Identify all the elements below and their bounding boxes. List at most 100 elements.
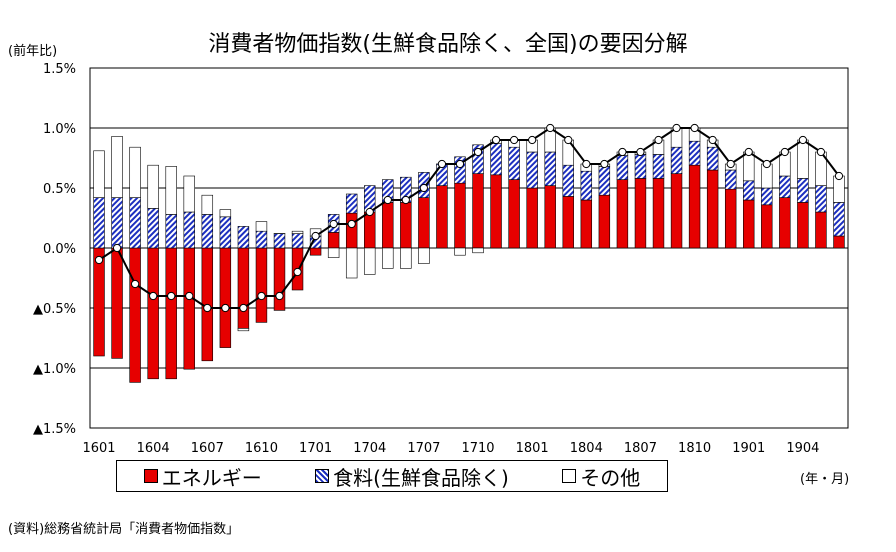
x-tick-label: 1704	[353, 441, 386, 456]
total-point	[798, 135, 807, 145]
energy-bar	[418, 197, 430, 249]
energy-bar	[400, 202, 412, 249]
other-bar	[93, 150, 105, 198]
energy-bar	[706, 169, 719, 249]
food-bar	[797, 178, 809, 203]
energy-bar	[273, 247, 286, 311]
total-point	[636, 147, 645, 157]
x-tick-label: 1810	[678, 441, 711, 456]
food-bar	[688, 140, 701, 166]
legend: エネルギー 食料(生鮮食品除く) その他	[116, 460, 668, 492]
total-point	[311, 231, 320, 241]
food-bar	[111, 197, 123, 249]
total-point	[834, 171, 844, 181]
other-bar	[291, 230, 304, 234]
total-point	[455, 159, 465, 169]
other-bar	[797, 139, 809, 179]
y-tick-label: ▲1.5%	[33, 422, 76, 437]
other-bar	[327, 247, 340, 258]
food-bar	[508, 146, 520, 180]
energy-bar	[183, 247, 195, 370]
energy-bar	[688, 164, 701, 249]
food-bar	[779, 175, 791, 198]
legend-label-energy: エネルギー	[161, 465, 262, 490]
energy-bar	[544, 185, 556, 249]
food-bar	[580, 170, 593, 201]
total-point	[672, 123, 681, 133]
other-bar	[382, 247, 394, 269]
food-bar	[652, 154, 665, 179]
total-point	[131, 279, 140, 289]
other-bar	[129, 146, 141, 198]
food-bar	[562, 164, 574, 197]
food-bar	[526, 151, 538, 189]
energy-bar	[490, 174, 502, 249]
food-bar	[490, 143, 502, 176]
total-point	[419, 183, 428, 193]
energy-bar	[797, 202, 809, 249]
total-point	[491, 135, 501, 145]
food-bar	[544, 151, 556, 186]
legend-item-other: その他	[562, 462, 640, 491]
energy-bar	[309, 247, 322, 256]
energy-bar	[634, 178, 647, 249]
y-tick-label: 0.0%	[43, 242, 76, 257]
other-bar	[111, 136, 123, 198]
total-point	[582, 159, 591, 169]
energy-bar	[526, 187, 538, 249]
total-point	[780, 147, 789, 157]
x-tick-label: 1901	[732, 441, 765, 456]
energy-bar	[327, 232, 340, 249]
energy-bar	[93, 247, 105, 357]
energy-bar	[165, 247, 177, 380]
other-bar	[255, 221, 268, 232]
total-point	[600, 159, 609, 169]
total-point	[528, 135, 537, 145]
energy-bar	[454, 182, 466, 249]
food-bar	[670, 146, 683, 174]
energy-bar	[345, 212, 358, 249]
total-point	[329, 219, 338, 229]
y-tick-label: 1.5%	[43, 62, 76, 77]
food-bar	[472, 144, 484, 174]
total-point	[690, 123, 699, 133]
total-point	[275, 291, 284, 301]
other-bar	[454, 247, 466, 256]
other-bar	[219, 209, 232, 218]
total-point	[654, 135, 663, 145]
energy-bar	[508, 179, 520, 249]
energy-bar	[652, 178, 665, 249]
total-point	[149, 291, 158, 301]
total-point	[203, 303, 212, 313]
legend-item-energy: エネルギー	[143, 462, 262, 491]
total-point	[112, 243, 122, 253]
energy-bar	[472, 173, 484, 249]
food-bar	[345, 193, 358, 214]
energy-bar	[382, 202, 394, 249]
total-point	[239, 303, 248, 313]
energy-bar	[219, 247, 232, 348]
y-tick-label: ▲1.0%	[33, 362, 76, 377]
legend-label-other: その他	[580, 465, 641, 490]
food-bar	[291, 233, 304, 249]
total-point	[437, 159, 447, 169]
food-bar	[165, 214, 177, 249]
food-bar	[454, 156, 466, 184]
energy-bar	[129, 247, 141, 383]
energy-bar	[364, 211, 376, 249]
other-bar	[472, 247, 484, 254]
chart-title: 消費者物価指数(生鮮食品除く、全国)の要因分解	[208, 32, 688, 57]
legend-item-food: 食料(生鮮食品除く)	[315, 462, 509, 491]
food-bar	[219, 216, 232, 249]
other-swatch	[562, 469, 577, 483]
total-point	[744, 147, 753, 157]
x-tick-label: 1601	[82, 441, 115, 456]
total-point	[726, 159, 735, 169]
total-point	[762, 159, 771, 169]
food-bar	[634, 154, 647, 179]
total-point	[564, 135, 573, 145]
x-tick-label: 1710	[461, 441, 494, 456]
total-point	[185, 291, 194, 301]
other-bar	[364, 247, 376, 275]
food-bar	[273, 233, 286, 249]
